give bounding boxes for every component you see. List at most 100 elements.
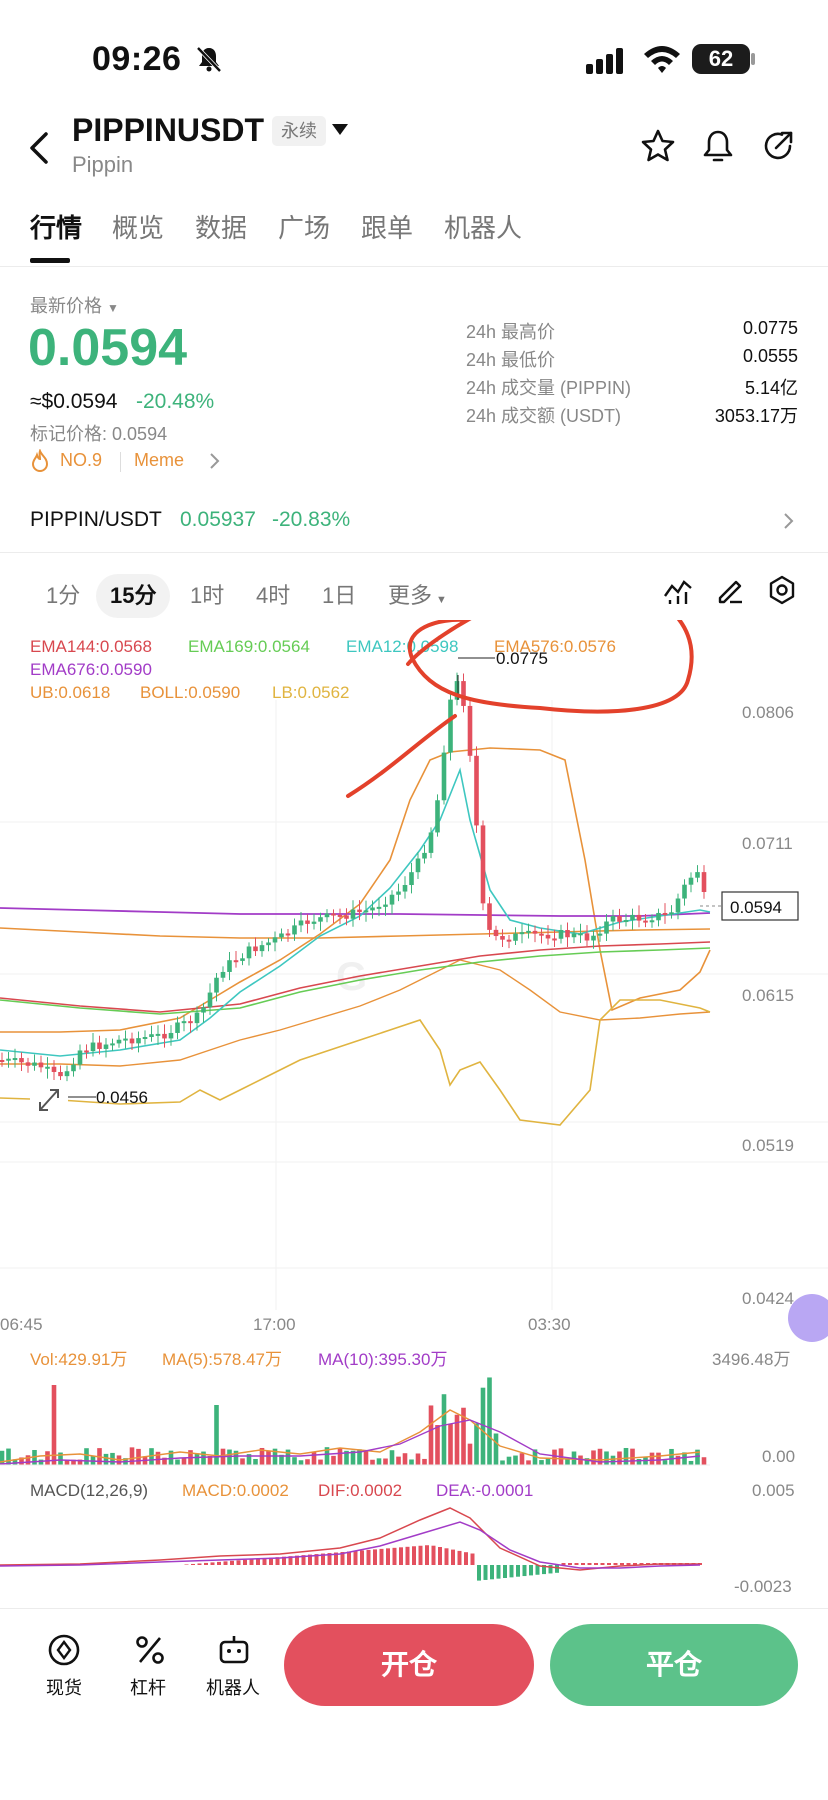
coin-name: Pippin — [72, 152, 134, 177]
macd-bar — [379, 1548, 384, 1565]
candle — [454, 681, 460, 700]
interval-1m[interactable]: 1分 — [46, 583, 81, 608]
volume-bar — [467, 1443, 473, 1465]
ema169-line — [0, 947, 711, 1015]
last-price-label[interactable]: 最新价格 ▼ — [30, 292, 119, 318]
candle — [636, 914, 642, 921]
flame-icon — [31, 449, 49, 472]
macd-bar — [412, 1546, 416, 1565]
wifi-icon — [644, 46, 680, 73]
volume-bar — [149, 1448, 154, 1465]
chat-bubble-icon[interactable] — [788, 1294, 828, 1342]
close-position-button[interactable]: 平仓 — [550, 1624, 798, 1706]
interval-1d[interactable]: 1日 — [322, 583, 357, 608]
volume-bar — [487, 1377, 492, 1465]
candle — [682, 884, 687, 899]
divider — [0, 266, 828, 267]
macd-bar — [613, 1563, 618, 1565]
candle — [32, 1062, 37, 1066]
vol-axis-bottom: 0.00 — [762, 1447, 795, 1466]
share-icon[interactable] — [760, 128, 796, 164]
candle — [389, 894, 395, 905]
candle — [188, 1021, 193, 1024]
ema144-label: EMA144:0.0568 — [30, 637, 152, 656]
volume-bar — [695, 1449, 700, 1465]
spot-icon[interactable] — [46, 1632, 82, 1668]
expand-icon[interactable] — [30, 1080, 68, 1118]
tab-copy-trading[interactable]: 跟单 — [361, 213, 414, 243]
back-icon[interactable] — [26, 128, 54, 168]
macd-bar — [405, 1546, 410, 1565]
volume-bar — [240, 1458, 245, 1465]
macd-value: MACD:0.0002 — [182, 1481, 289, 1500]
ema144-line — [0, 941, 711, 1013]
chevron-right-icon[interactable] — [782, 511, 794, 531]
volume-bar — [12, 1459, 18, 1465]
draw-icon[interactable] — [714, 574, 746, 606]
macd-bar — [275, 1557, 280, 1565]
spot-pair-name[interactable]: PIPPIN/USDT — [30, 508, 162, 531]
rank-badge[interactable]: NO.9 — [60, 450, 103, 470]
chevron-right-icon[interactable] — [208, 452, 220, 470]
price-axis-label: 0.0711 — [742, 834, 793, 853]
tab-square[interactable]: 广场 — [278, 213, 331, 243]
macd-bar — [594, 1563, 598, 1565]
candle — [565, 929, 570, 938]
robot-icon[interactable] — [216, 1632, 252, 1668]
leverage-icon[interactable] — [132, 1632, 168, 1668]
macd-bar — [256, 1558, 260, 1565]
macd-bar — [490, 1565, 494, 1580]
symbol-title[interactable]: PIPPINUSDT — [72, 112, 265, 148]
macd-axis-top: 0.005 — [752, 1481, 795, 1500]
price-chart[interactable]: EMA144:0.0568 EMA169:0.0564 EMA12:0.0598… — [0, 620, 828, 1620]
candle — [370, 907, 375, 911]
candle — [545, 934, 551, 939]
macd-bar — [639, 1563, 644, 1565]
candle — [214, 977, 219, 993]
volume-bar — [454, 1414, 460, 1465]
open-position-button[interactable]: 开仓 — [284, 1624, 534, 1706]
volume-bar — [675, 1455, 681, 1465]
tab-bots[interactable]: 机器人 — [444, 213, 523, 243]
candle — [51, 1066, 57, 1073]
candle — [461, 681, 466, 706]
tab-data[interactable]: 数据 — [195, 213, 248, 243]
tab-overview[interactable]: 概览 — [112, 213, 165, 243]
price-axis-label: 0.0424 — [742, 1289, 794, 1308]
interval-4h[interactable]: 4时 — [256, 583, 291, 608]
interval-1h[interactable]: 1时 — [190, 583, 225, 608]
macd-bar — [568, 1563, 572, 1565]
candle — [181, 1021, 187, 1024]
bell-icon[interactable] — [700, 128, 736, 164]
chevron-down-icon[interactable] — [332, 124, 348, 136]
nav-bots[interactable]: 机器人 — [206, 1678, 260, 1698]
candle — [103, 1044, 109, 1049]
tab-market[interactable]: 行情 — [30, 213, 83, 243]
settings-icon[interactable] — [766, 574, 798, 606]
candle — [240, 958, 245, 961]
candle — [402, 885, 408, 892]
status-time: 09:26 — [92, 40, 182, 78]
nav-leverage[interactable]: 杠杆 — [130, 1678, 166, 1698]
candle — [558, 929, 564, 939]
volume-bar — [565, 1458, 570, 1465]
nav-spot[interactable]: 现货 — [46, 1678, 82, 1698]
macd-bar — [282, 1556, 286, 1565]
macd-bar — [438, 1547, 442, 1565]
candle — [220, 971, 226, 978]
volume-bar — [363, 1451, 369, 1465]
macd-bar — [418, 1545, 423, 1565]
star-icon[interactable] — [640, 128, 676, 164]
candle — [324, 913, 330, 918]
macd-bar — [399, 1547, 403, 1565]
candle — [441, 752, 447, 801]
candle — [526, 930, 531, 933]
indicator-icon[interactable] — [662, 574, 694, 606]
interval-15m[interactable]: 15分 — [96, 574, 171, 618]
interval-more[interactable]: 更多 ▼ — [374, 574, 461, 618]
candle — [194, 1012, 200, 1024]
ema12-label: EMA12:0.0598 — [346, 637, 458, 656]
vol-ma10-label: MA(10):395.30万 — [318, 1350, 447, 1369]
candle — [272, 937, 278, 943]
category-tag[interactable]: Meme — [134, 450, 185, 470]
